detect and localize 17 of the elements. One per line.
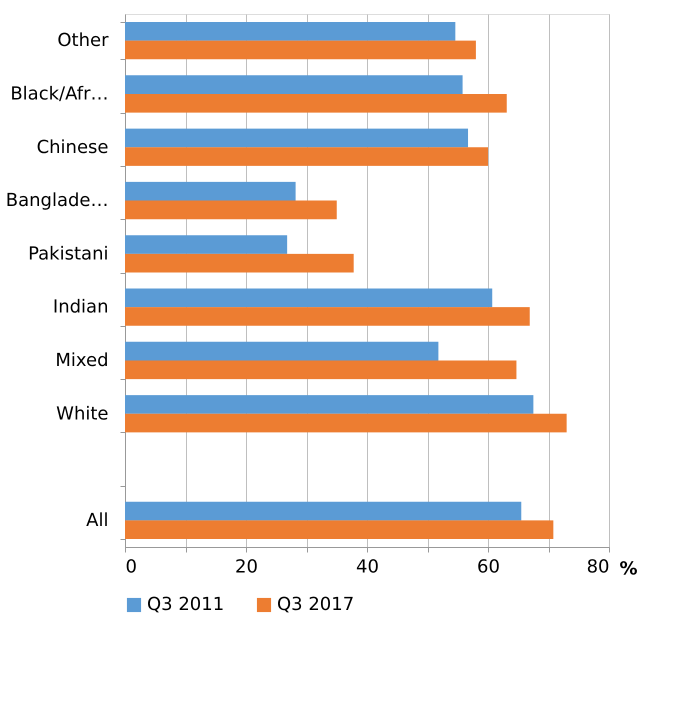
x-tick-label: 60: [477, 556, 500, 578]
y-tick-label: Chinese: [36, 136, 108, 158]
legend-label: Q3 2017: [277, 594, 354, 615]
y-tick-label: Banglade…: [6, 190, 108, 212]
x-tick-label: 0: [126, 556, 137, 578]
x-axis-title: %: [620, 558, 638, 580]
x-tick-label: 80: [586, 556, 610, 578]
x-tick-label: 40: [356, 556, 379, 578]
y-tick-label: White: [56, 403, 108, 424]
y-tick-label: All: [86, 510, 108, 531]
y-tick-label: Indian: [52, 296, 108, 318]
y-tick-label: Other: [57, 30, 110, 52]
y-tick-label: Pakistani: [28, 243, 108, 264]
legend-label: Q3 2011: [147, 594, 224, 615]
y-tick-label: Mixed: [55, 350, 108, 371]
y-tick-label: Black/Afr…: [10, 83, 108, 104]
x-tick-label: 20: [235, 556, 258, 578]
